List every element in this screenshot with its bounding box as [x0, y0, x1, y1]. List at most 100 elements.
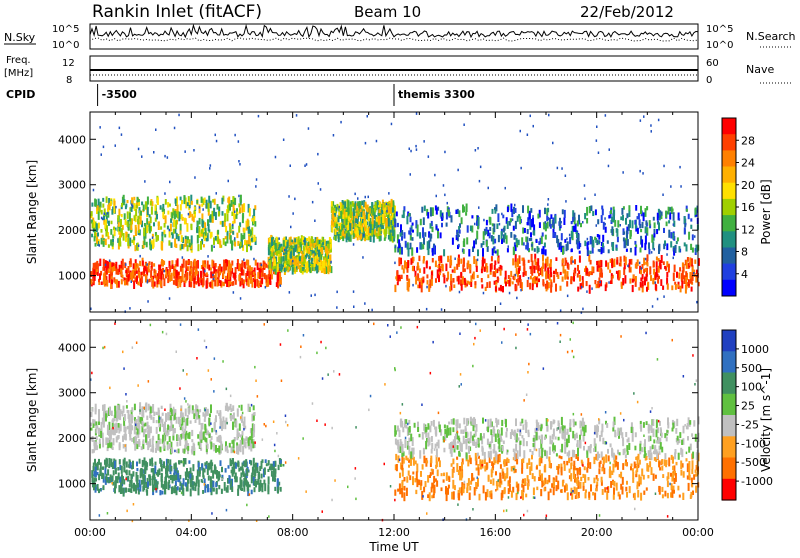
data-cell [241, 204, 243, 213]
data-cell [134, 404, 136, 411]
sparse-point [608, 281, 610, 284]
sparse-point [167, 156, 169, 159]
sparse-point [131, 281, 133, 284]
data-cell [265, 459, 267, 463]
data-cell [132, 471, 134, 476]
data-cell [466, 237, 468, 244]
data-cell [541, 267, 543, 275]
data-cell [210, 462, 212, 467]
data-cell [440, 210, 442, 217]
sparse-point [188, 213, 190, 216]
data-cell [127, 200, 129, 203]
data-cell [593, 457, 595, 464]
data-cell [158, 434, 160, 440]
data-cell [199, 467, 201, 474]
data-cell [531, 244, 533, 247]
data-cell [119, 241, 121, 246]
data-cell [584, 213, 586, 219]
data-cell [653, 217, 655, 221]
sparse-point [318, 182, 320, 185]
data-cell [680, 286, 682, 293]
data-cell [144, 457, 146, 465]
data-cell [154, 465, 156, 473]
data-cell [91, 203, 93, 207]
data-cell [667, 493, 669, 498]
data-cell [101, 210, 103, 215]
data-cell [400, 233, 402, 237]
noise-tick-left-bottom: 10^0 [52, 40, 79, 51]
data-cell [279, 267, 281, 271]
data-cell [611, 471, 613, 475]
data-cell [102, 204, 104, 208]
data-cell [577, 265, 579, 271]
data-cell [510, 218, 512, 222]
data-cell [651, 467, 653, 475]
data-cell [133, 263, 135, 269]
data-cell [663, 228, 665, 233]
data-cell [238, 263, 240, 271]
data-cell [274, 487, 276, 491]
data-cell [495, 282, 497, 285]
data-cell [199, 432, 201, 441]
data-cell [197, 235, 199, 244]
data-cell [254, 221, 256, 227]
data-cell [416, 471, 418, 480]
data-cell [181, 417, 183, 426]
data-cell [213, 208, 215, 216]
data-cell [197, 221, 199, 226]
sparse-point [365, 142, 367, 145]
data-cell [164, 489, 166, 494]
data-cell [123, 406, 125, 413]
data-cell [205, 425, 207, 433]
data-cell [430, 208, 432, 217]
data-cell [425, 481, 427, 487]
sparse-point [243, 259, 245, 262]
data-cell [396, 464, 398, 471]
sparse-point [104, 213, 106, 216]
data-cell [658, 461, 660, 467]
data-cell [531, 268, 533, 276]
data-cell [145, 429, 147, 433]
data-cell [509, 480, 511, 484]
data-cell [686, 209, 688, 212]
data-cell [179, 419, 181, 427]
sparse-point [306, 163, 308, 166]
data-cell [649, 266, 651, 274]
data-cell [667, 476, 669, 480]
data-cell [114, 410, 116, 418]
data-cell [326, 248, 328, 257]
data-cell [451, 463, 453, 467]
data-cell [365, 221, 367, 227]
data-cell [120, 424, 122, 432]
data-cell [105, 413, 107, 417]
data-cell [672, 209, 674, 212]
data-cell [149, 279, 151, 283]
sparse-point [155, 129, 157, 132]
data-cell [481, 243, 483, 248]
data-cell [436, 208, 438, 215]
data-cell [415, 490, 417, 494]
data-cell [693, 474, 695, 480]
data-cell [196, 228, 198, 234]
data-cell [136, 271, 138, 274]
sparse-point [654, 248, 656, 251]
data-cell [253, 209, 255, 217]
data-cell [486, 240, 488, 247]
data-cell [638, 454, 640, 460]
data-cell [182, 268, 184, 276]
data-cell [527, 483, 529, 490]
data-cell [588, 272, 590, 277]
data-cell [100, 462, 102, 469]
data-cell [492, 465, 494, 468]
data-cell [485, 492, 487, 501]
data-cell [92, 407, 94, 412]
data-cell [331, 201, 333, 207]
data-cell [110, 439, 112, 442]
data-cell [350, 235, 352, 242]
sparse-point [545, 221, 547, 224]
data-cell [248, 438, 250, 446]
data-cell [180, 204, 182, 210]
data-cell [222, 421, 224, 429]
data-cell [630, 466, 632, 470]
data-cell [326, 256, 328, 261]
